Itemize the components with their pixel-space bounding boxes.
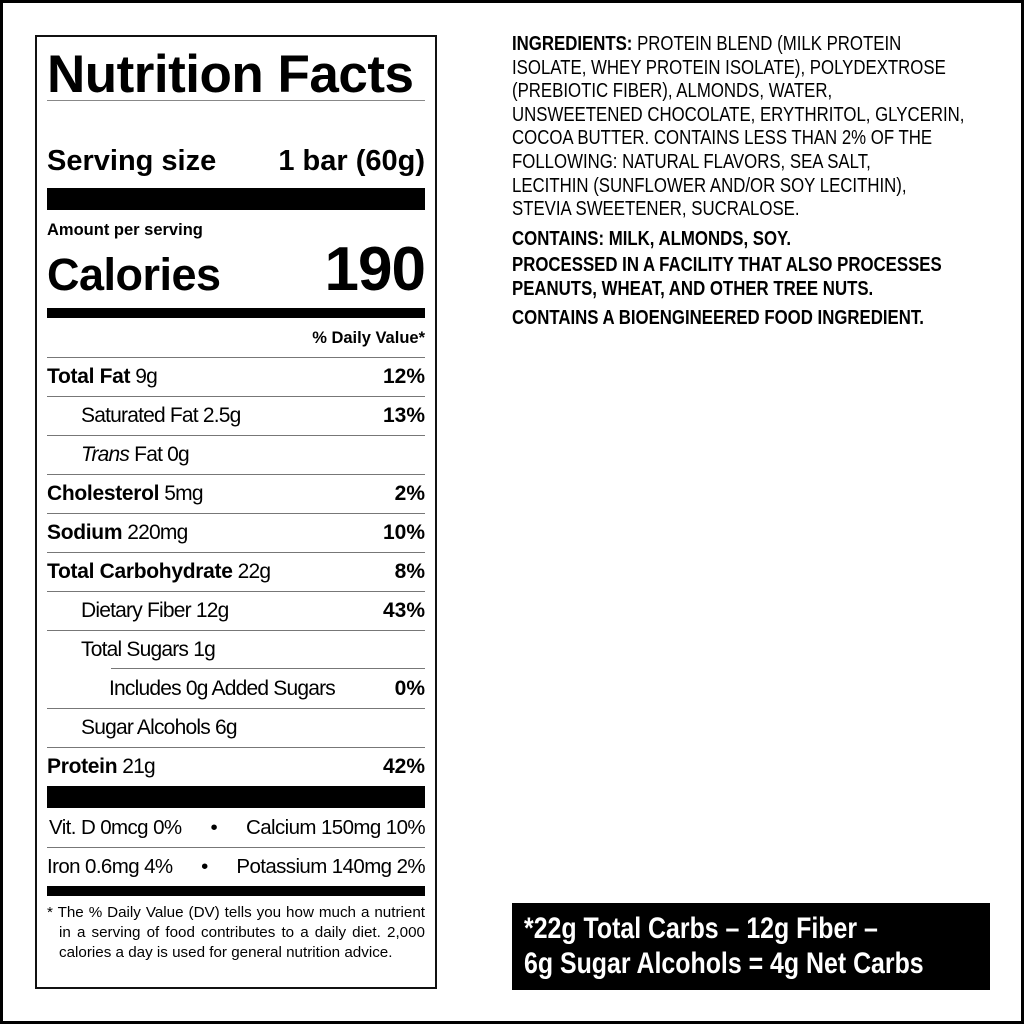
nutrient-name: Total Fat <box>47 365 131 388</box>
nutrient-amount: 12g <box>195 599 229 622</box>
ingredients-line: COCOA BUTTER. CONTAINS LESS THAN 2% OF T… <box>512 127 933 150</box>
nutrient-dv: 2% <box>394 482 425 505</box>
ingredients-line: FOLLOWING: NATURAL FLAVORS, SEA SALT, <box>512 150 871 173</box>
nutrient-dv: 8% <box>394 560 425 583</box>
nutrient-amount: 2.5g <box>202 404 241 427</box>
nutrient-amount: 9g <box>135 365 158 388</box>
ingredients-line: UNSWEETENED CHOCOLATE, ERYTHRITOL, GLYCE… <box>512 103 965 126</box>
daily-value-header: % Daily Value* <box>312 329 425 347</box>
nutrient-row-total-fat: Total Fat 9g 12% <box>47 357 425 396</box>
nutrient-name: Sugar Alcohols <box>81 716 211 739</box>
nutrient-row-total-carbohydrate: Total Carbohydrate 22g 8% <box>47 552 425 591</box>
thick-rule <box>47 786 425 808</box>
net-carbs-box: *22g Total Carbs – 12g Fiber – 6g Sugar … <box>512 903 990 990</box>
nutrient-dv: 13% <box>382 404 425 427</box>
nutrient-name: Trans <box>81 443 130 466</box>
nutrient-row-total-sugars: Total Sugars 1g <box>47 630 425 669</box>
nutrient-dv: 42% <box>382 755 425 778</box>
vitamin-row: Vit. D 0mcg 0% • Calcium 150mg 10% <box>47 808 426 847</box>
nutrient-dv: 0% <box>394 676 425 700</box>
nutrient-amount: 6g <box>214 716 238 739</box>
ingredients-label: INGREDIENTS: <box>512 33 633 55</box>
nutrient-amount: 21g <box>122 755 155 778</box>
divider <box>47 100 425 101</box>
nutrient-row-trans-fat: Trans Fat 0g <box>47 435 425 474</box>
thick-rule <box>47 188 425 210</box>
ingredients-line: ISOLATE, WHEY PROTEIN ISOLATE), POLYDEXT… <box>512 56 946 79</box>
panel-title: Nutrition Facts <box>47 45 414 104</box>
serving-label: Serving size <box>47 145 217 177</box>
nutrient-name: Cholesterol <box>47 482 160 505</box>
nutrient-dv: 43% <box>382 599 425 622</box>
nutrient-name: Includes 0g Added Sugars <box>109 676 336 700</box>
nutrient-rows: Total Fat 9g 12% Saturated Fat 2.5g 13% Tr… <box>47 357 425 786</box>
iron: Iron 0.6mg 4% <box>47 855 173 878</box>
nutrient-row-sodium: Sodium 220mg 10% <box>47 513 425 552</box>
facility-statement-line: PEANUTS, WHEAT, AND OTHER TREE NUTS. <box>512 277 874 300</box>
bullet: • <box>210 815 218 839</box>
nutrient-name: Total Carbohydrate <box>47 560 233 583</box>
ingredients-line: (PREBIOTIC FIBER), ALMONDS, WATER, <box>512 80 833 103</box>
serving-size: Serving size 1 bar (60g) <box>47 143 425 179</box>
nutrient-amount: 5mg <box>164 482 203 505</box>
ingredients-block: INGREDIENTS: PROTEIN BLEND (MILK PROTEIN… <box>512 33 995 330</box>
footnote: * The % Daily Value (DV) tells you how m… <box>47 904 425 961</box>
nutrient-dv: 10% <box>382 521 425 544</box>
serving-value: 1 bar (60g) <box>278 145 425 177</box>
nutrient-name: Sodium <box>47 521 123 544</box>
nutrient-amount: 22g <box>237 560 271 583</box>
ingredients-text: PROTEIN BLEND (MILK PROTEIN <box>632 33 902 55</box>
nutrient-name: Dietary Fiber <box>81 599 192 622</box>
potassium: Potassium 140mg 2% <box>236 855 425 878</box>
nutrient-row-dietary-fiber: Dietary Fiber 12g 43% <box>47 591 425 630</box>
nutrient-row-sugar-alcohols: Sugar Alcohols 6g <box>47 708 425 747</box>
amount-per-serving: Amount per serving <box>47 221 203 239</box>
allergen-statement: CONTAINS: MILK, ALMONDS, SOY. <box>512 227 792 250</box>
ingredients-line: INGREDIENTS: PROTEIN BLEND (MILK PROTEIN <box>512 33 995 57</box>
nutrient-amount: 1g <box>193 638 216 661</box>
medium-rule <box>47 886 425 896</box>
vitamin-d: Vit. D 0mcg 0% <box>49 815 182 839</box>
nutrient-amount: 220mg <box>127 521 188 544</box>
ingredients-line: STEVIA SWEETENER, SUCRALOSE. <box>512 198 800 221</box>
nutrient-row-cholesterol: Cholesterol 5mg 2% <box>47 474 425 513</box>
nutrition-facts-panel: Nutrition Facts Serving size 1 bar (60g)… <box>35 35 437 989</box>
nutrient-name: Protein <box>47 755 118 778</box>
nutrient-row-protein: Protein 21g 42% <box>47 747 425 786</box>
facility-statement-line: PROCESSED IN A FACILITY THAT ALSO PROCES… <box>512 254 942 277</box>
bullet: • <box>201 855 208 878</box>
vitamins-minerals: Vit. D 0mcg 0% • Calcium 150mg 10% Iron … <box>47 808 426 886</box>
nutrient-dv: 12% <box>382 365 425 388</box>
calories-label: Calories <box>47 249 221 300</box>
calories-row: Calories 190 <box>47 235 426 304</box>
ingredients-line: LECITHIN (SUNFLOWER AND/OR SOY LECITHIN)… <box>512 174 907 197</box>
net-carbs-line: *22g Total Carbs – 12g Fiber – <box>524 912 878 945</box>
bioengineered-statement: CONTAINS A BIOENGINEERED FOOD INGREDIENT… <box>512 306 924 329</box>
vitamin-row: Iron 0.6mg 4% • Potassium 140mg 2% <box>47 847 426 886</box>
nutrient-row-saturated-fat: Saturated Fat 2.5g 13% <box>47 396 425 435</box>
calcium: Calcium 150mg 10% <box>246 815 426 839</box>
net-carbs-line: 6g Sugar Alcohols = 4g Net Carbs <box>524 947 924 980</box>
nutrient-name: Total Sugars <box>81 638 189 661</box>
nutrient-name: Saturated Fat <box>81 404 199 427</box>
calories-value: 190 <box>324 235 426 304</box>
medium-rule <box>47 308 425 318</box>
nutrient-amount: Fat 0g <box>134 443 190 466</box>
nutrient-row-added-sugars: Includes 0g Added Sugars 0% <box>47 668 425 708</box>
